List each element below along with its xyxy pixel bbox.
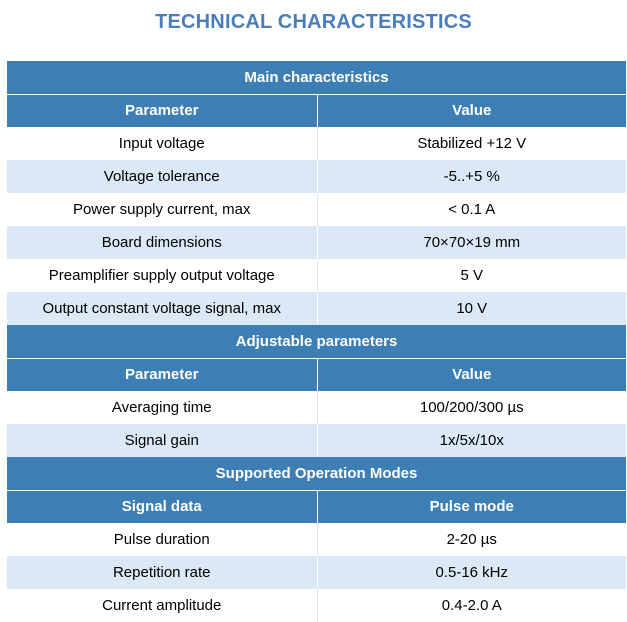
- section-title: Main characteristics: [7, 61, 626, 95]
- column-header-row: Parameter Value: [7, 358, 626, 392]
- value-cell: Stabilized +12 V: [317, 127, 626, 160]
- parameter-cell: Pulse duration: [7, 523, 318, 556]
- table-row: Power supply current, max < 0.1 A: [7, 193, 626, 226]
- spec-table: Main characteristics Parameter Value Inp…: [7, 61, 626, 622]
- column-header-parameter: Parameter: [7, 358, 318, 392]
- column-header-value: Value: [317, 358, 626, 392]
- parameter-cell: Signal gain: [7, 424, 318, 457]
- section-title: Supported Operation Modes: [7, 457, 626, 491]
- column-header-pulse-mode: Pulse mode: [317, 490, 626, 524]
- value-cell: -5..+5 %: [317, 160, 626, 193]
- page-title: TECHNICAL CHARACTERISTICS: [155, 11, 472, 33]
- value-cell: 70×70×19 mm: [317, 226, 626, 259]
- table-row: Preamplifier supply output voltage 5 V: [7, 259, 626, 292]
- parameter-cell: Current amplitude: [7, 589, 318, 622]
- parameter-cell: Averaging time: [7, 391, 318, 424]
- table-row: Signal gain 1x/5x/10x: [7, 424, 626, 457]
- value-cell: 0.5-16 kHz: [317, 556, 626, 589]
- value-cell: 1x/5x/10x: [317, 424, 626, 457]
- column-header-row: Signal data Pulse mode: [7, 490, 626, 524]
- parameter-cell: Input voltage: [7, 127, 318, 160]
- value-cell: 5 V: [317, 259, 626, 292]
- column-header-signal-data: Signal data: [7, 490, 318, 524]
- parameter-cell: Board dimensions: [7, 226, 318, 259]
- column-header-row: Parameter Value: [7, 94, 626, 128]
- value-cell: 100/200/300 µs: [317, 391, 626, 424]
- section-title: Adjustable parameters: [7, 325, 626, 359]
- value-cell: < 0.1 A: [317, 193, 626, 226]
- table-row: Voltage tolerance -5..+5 %: [7, 160, 626, 193]
- value-cell: 2-20 µs: [317, 523, 626, 556]
- table-row: Input voltage Stabilized +12 V: [7, 127, 626, 160]
- table-row: Repetition rate 0.5-16 kHz: [7, 556, 626, 589]
- value-cell: 10 V: [317, 292, 626, 325]
- parameter-cell: Output constant voltage signal, max: [7, 292, 318, 325]
- table-row: Pulse duration 2-20 µs: [7, 523, 626, 556]
- column-header-parameter: Parameter: [7, 94, 318, 128]
- section-header-operation-modes: Supported Operation Modes: [7, 457, 626, 491]
- table-row: Averaging time 100/200/300 µs: [7, 391, 626, 424]
- section-header-adjustable: Adjustable parameters: [7, 325, 626, 359]
- parameter-cell: Preamplifier supply output voltage: [7, 259, 318, 292]
- table-row: Current amplitude 0.4-2.0 A: [7, 589, 626, 622]
- table-row: Board dimensions 70×70×19 mm: [7, 226, 626, 259]
- value-cell: 0.4-2.0 A: [317, 589, 626, 622]
- section-header-main: Main characteristics: [7, 61, 626, 95]
- column-header-value: Value: [317, 94, 626, 128]
- parameter-cell: Power supply current, max: [7, 193, 318, 226]
- parameter-cell: Repetition rate: [7, 556, 318, 589]
- table-row: Output constant voltage signal, max 10 V: [7, 292, 626, 325]
- parameter-cell: Voltage tolerance: [7, 160, 318, 193]
